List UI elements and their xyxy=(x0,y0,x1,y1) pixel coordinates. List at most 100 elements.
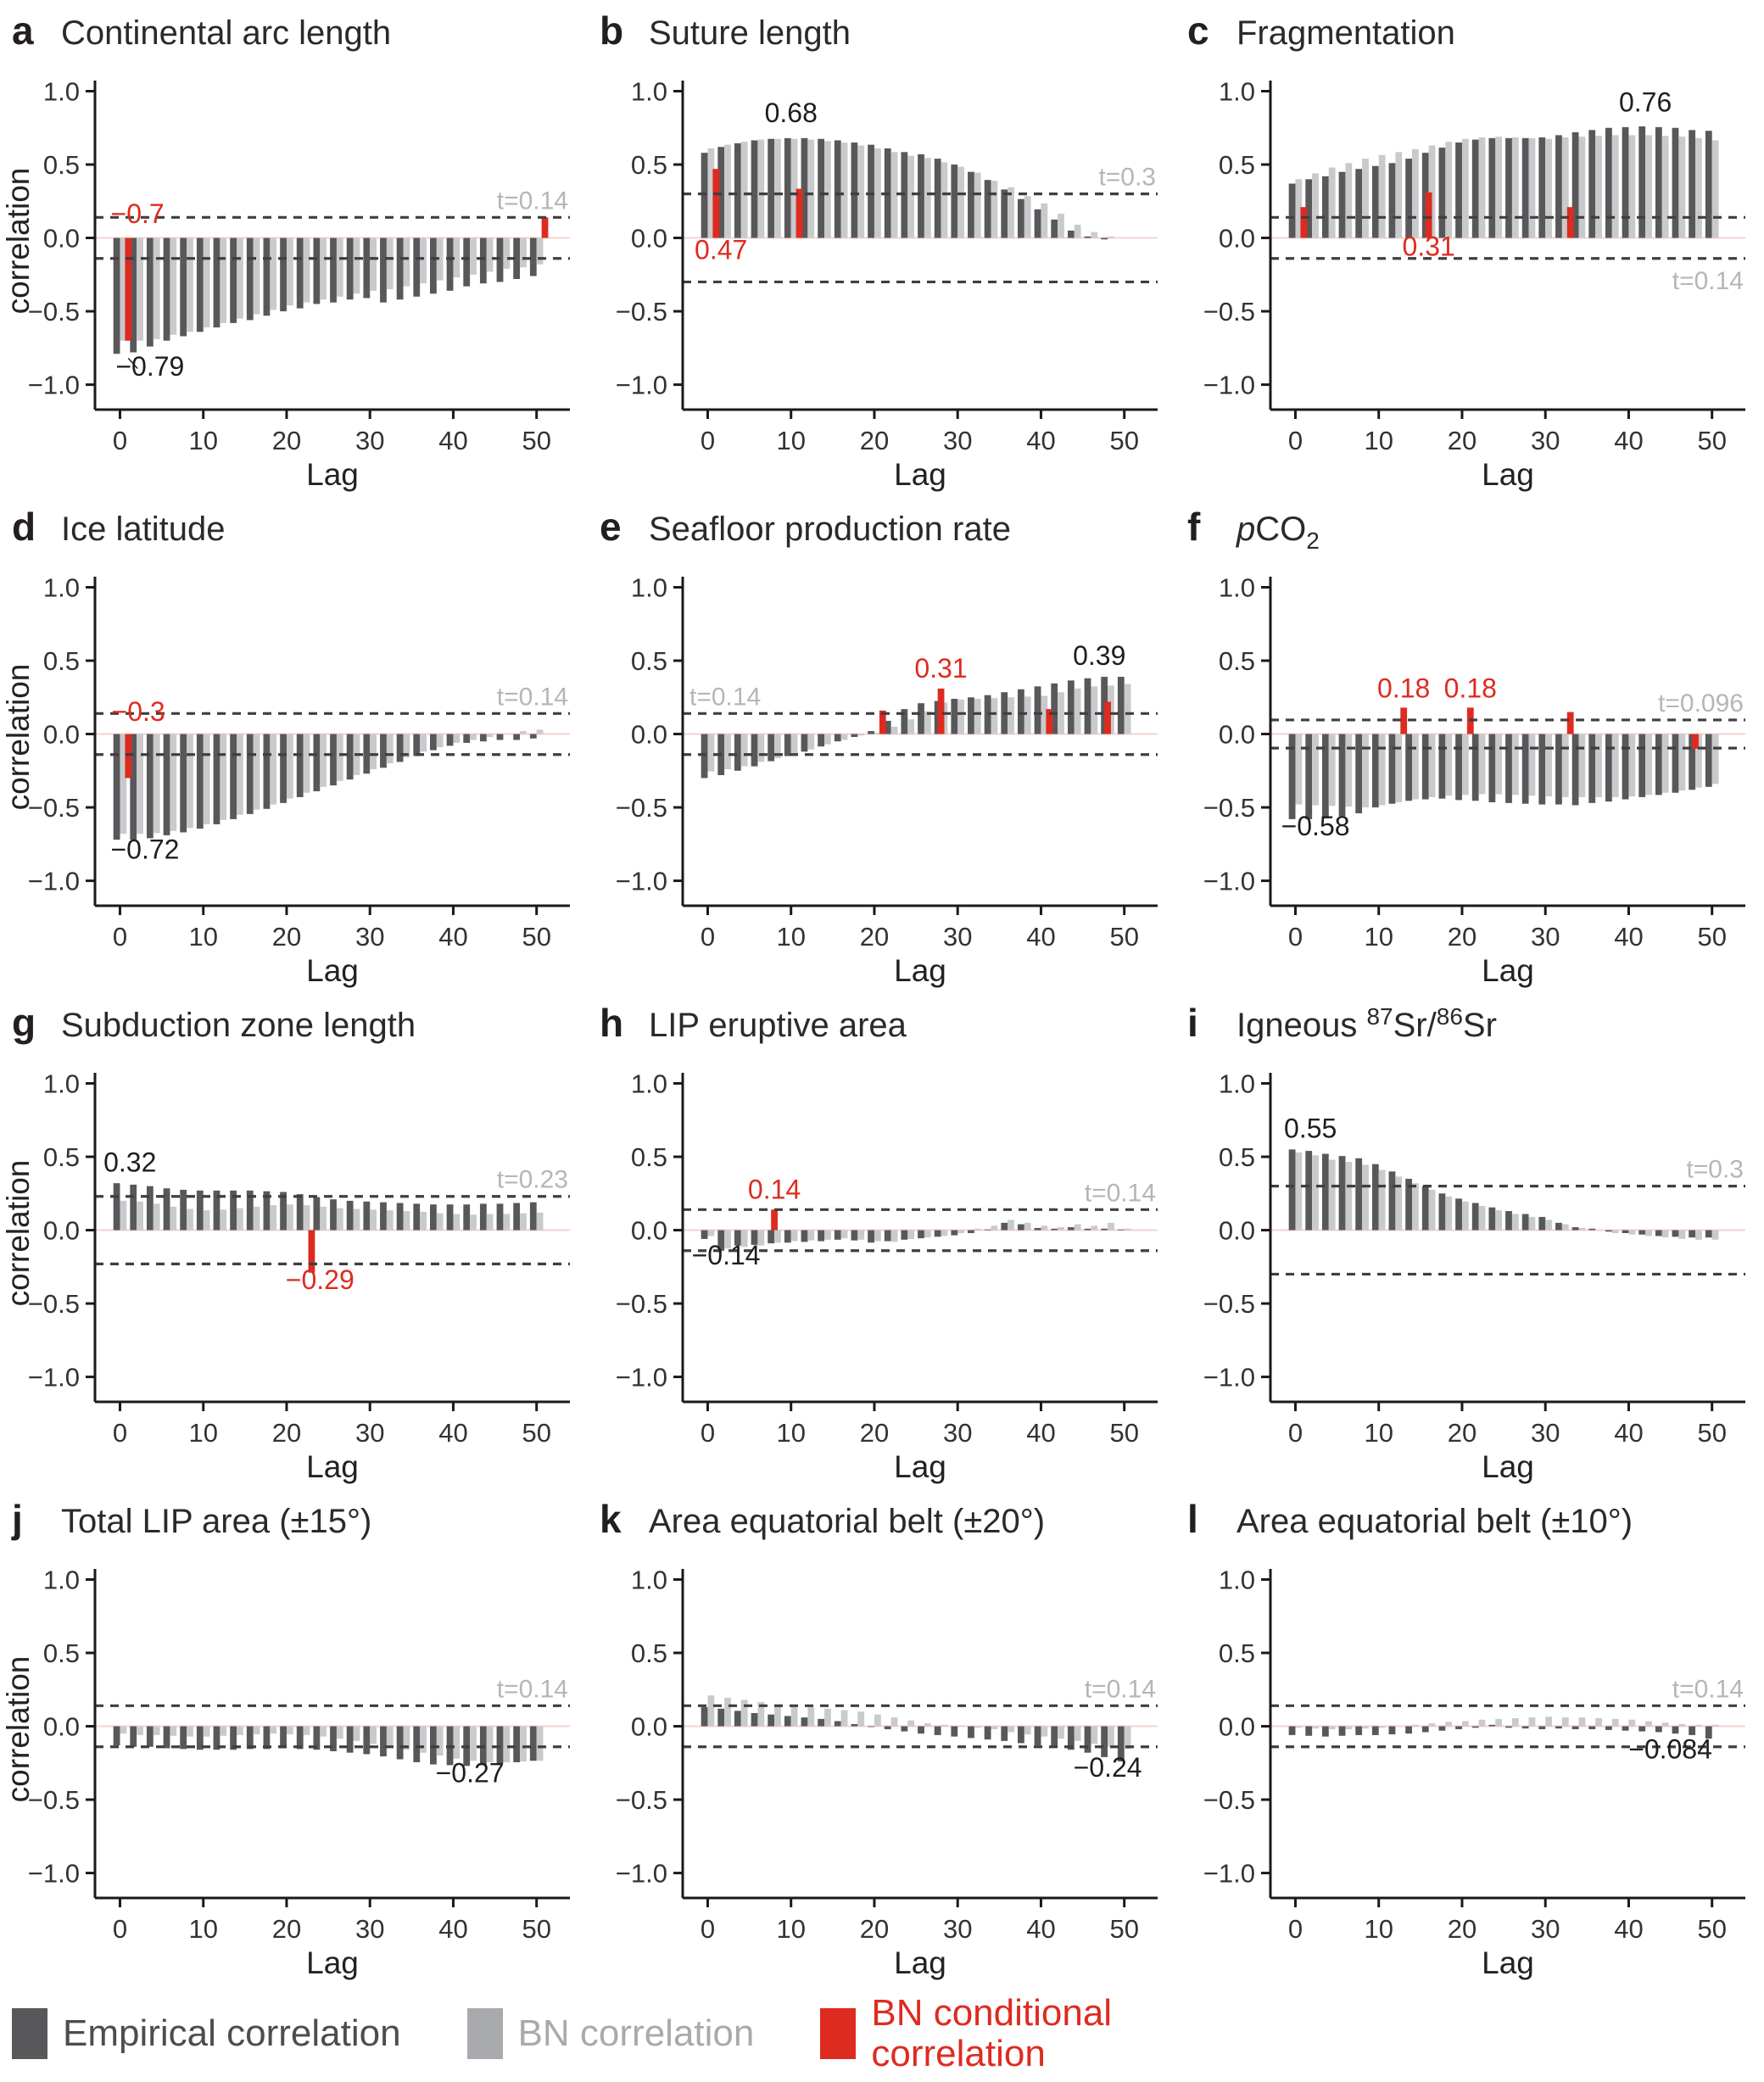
panel-letter: l xyxy=(1187,1497,1198,1541)
bar-empirical xyxy=(1521,1726,1529,1729)
bar-empirical xyxy=(1117,1229,1125,1231)
bar-empirical xyxy=(413,734,421,756)
bar-empirical xyxy=(1705,1726,1712,1739)
bar-bn xyxy=(320,1726,327,1737)
bar-empirical xyxy=(734,1711,741,1727)
y-tick-label: −1.0 xyxy=(1203,371,1255,400)
y-tick-label: −0.5 xyxy=(616,1785,667,1815)
panel-letter: c xyxy=(1187,8,1209,53)
bar-bn xyxy=(486,1726,494,1762)
bar-bn xyxy=(1495,137,1503,238)
x-tick-label: 0 xyxy=(1288,922,1303,952)
bar-bn xyxy=(941,1724,948,1727)
bar-empirical xyxy=(1421,1726,1429,1733)
bar-bn xyxy=(153,237,160,339)
bar-empirical xyxy=(1655,1230,1662,1236)
legend-swatch-bn-icon xyxy=(466,2007,503,2059)
bar-empirical xyxy=(1321,734,1329,819)
x-tick-label: 10 xyxy=(1364,426,1393,455)
bar-bn xyxy=(536,237,544,265)
bar-empirical xyxy=(479,734,487,742)
bar-bn xyxy=(1478,1719,1486,1727)
bar-empirical xyxy=(1455,142,1462,238)
bar-bn xyxy=(370,237,377,291)
bar-empirical xyxy=(934,159,941,238)
x-tick-label: 0 xyxy=(701,426,715,455)
bar-empirical xyxy=(213,1726,220,1750)
bar-bn xyxy=(453,1726,461,1759)
bar-empirical xyxy=(113,1183,120,1231)
bars xyxy=(701,137,1114,240)
bar-empirical xyxy=(784,1716,791,1727)
bar-bn xyxy=(1645,135,1652,238)
bar-bn xyxy=(253,237,260,315)
bar-bn xyxy=(370,1209,377,1231)
bar-bn xyxy=(137,734,143,834)
bar-empirical xyxy=(1471,1203,1479,1231)
bar-bn xyxy=(336,1726,343,1739)
panel-letter: d xyxy=(12,505,36,549)
y-axis: 1.0 0.5 0.0 −0.5 −1.0 xyxy=(28,76,97,410)
bar-bn xyxy=(1345,734,1353,807)
y-tick-label: 0.0 xyxy=(1219,1712,1255,1742)
bar-bn xyxy=(187,237,193,332)
bar-empirical xyxy=(246,734,254,814)
bar-empirical xyxy=(951,165,958,238)
bar-empirical xyxy=(396,1726,404,1760)
bar-bn xyxy=(187,1726,193,1737)
panel-h: h LIP eruptive area t=0.14 0.14 −0.14 1.0 0.5 0… xyxy=(588,992,1175,1488)
bar-bn xyxy=(1024,1726,1031,1735)
y-tick-label: −1.0 xyxy=(28,1859,80,1889)
x-tick-label: 30 xyxy=(1531,922,1560,952)
bar-empirical xyxy=(346,1200,354,1231)
y-axis-label: correlation xyxy=(1,664,36,811)
bars xyxy=(701,1220,1131,1251)
bar-bn xyxy=(1461,1201,1469,1231)
bar-bn xyxy=(1578,1717,1586,1727)
bar-bn xyxy=(1628,135,1636,238)
bar-empirical xyxy=(1067,1227,1075,1231)
bar-bn xyxy=(790,138,798,238)
bar-empirical xyxy=(1471,734,1479,801)
bar-conditional xyxy=(125,734,132,779)
bar-bn xyxy=(1074,1726,1081,1741)
bar-bn xyxy=(1378,1169,1386,1231)
bar-bn xyxy=(774,1230,781,1243)
bar-empirical xyxy=(801,1230,808,1242)
bar-bn xyxy=(220,1726,227,1736)
bar-empirical xyxy=(113,1726,120,1746)
y-axis: 1.0 0.5 0.0 −0.5 −1.0 xyxy=(28,572,97,906)
bar-empirical xyxy=(246,1190,254,1231)
bar-bn xyxy=(303,237,310,303)
bar-bn xyxy=(1711,1230,1719,1240)
panel-k: k Area equatorial belt (±20°) t=0.14 −0.24 1… xyxy=(588,1488,1175,1984)
bar-bn xyxy=(1428,734,1436,797)
bar-empirical xyxy=(851,734,858,737)
bar-empirical xyxy=(1101,237,1108,240)
bar-bn xyxy=(286,734,293,799)
panel-title: Fragmentation xyxy=(1236,14,1455,52)
bar-bn xyxy=(386,237,394,290)
bar-empirical xyxy=(968,1230,974,1233)
bar-bn xyxy=(336,237,343,297)
bar-empirical xyxy=(984,695,991,734)
bar-bn xyxy=(824,734,831,745)
bar-bn xyxy=(857,734,865,736)
bar-empirical xyxy=(1421,153,1429,238)
y-tick-label: 0.5 xyxy=(631,1142,667,1172)
bar-bn xyxy=(941,702,948,734)
bar-bn xyxy=(974,172,981,238)
bar-empirical xyxy=(868,1230,874,1243)
threshold-label: t=0.096 xyxy=(1658,689,1744,717)
annotation-−0.084: −0.084 xyxy=(1628,1734,1712,1765)
bar-empirical xyxy=(801,734,808,752)
legend-swatch-empirical-icon xyxy=(12,2007,47,2059)
bar-empirical xyxy=(1067,230,1075,238)
bar-bn xyxy=(890,1230,898,1242)
bar-bn xyxy=(1091,1726,1098,1744)
bar-empirical xyxy=(768,1714,775,1727)
bar-empirical xyxy=(163,1188,170,1231)
bar-empirical xyxy=(717,147,725,238)
bar-bn xyxy=(187,1208,193,1231)
bar-empirical xyxy=(1067,680,1075,734)
